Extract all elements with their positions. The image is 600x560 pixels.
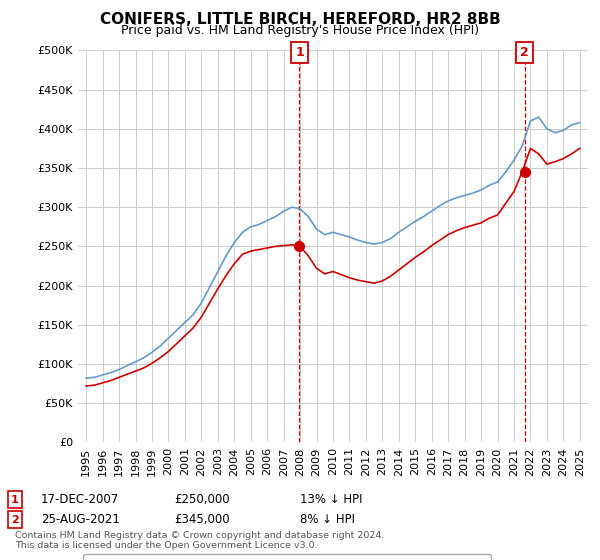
Text: £345,000: £345,000 [174,513,230,526]
Text: 25-AUG-2021: 25-AUG-2021 [41,513,119,526]
Text: Price paid vs. HM Land Registry's House Price Index (HPI): Price paid vs. HM Land Registry's House … [121,24,479,37]
Text: 1: 1 [295,46,304,59]
Text: 17-DEC-2007: 17-DEC-2007 [41,493,119,506]
Text: £250,000: £250,000 [174,493,230,506]
Text: 8% ↓ HPI: 8% ↓ HPI [300,513,355,526]
Legend: CONIFERS, LITTLE BIRCH, HEREFORD, HR2 8BB (detached house), HPI: Average price, : CONIFERS, LITTLE BIRCH, HEREFORD, HR2 8B… [83,554,491,560]
Text: CONIFERS, LITTLE BIRCH, HEREFORD, HR2 8BB: CONIFERS, LITTLE BIRCH, HEREFORD, HR2 8B… [100,12,500,27]
Text: 1: 1 [11,494,19,505]
Text: Contains HM Land Registry data © Crown copyright and database right 2024.
This d: Contains HM Land Registry data © Crown c… [15,530,385,550]
Text: 13% ↓ HPI: 13% ↓ HPI [300,493,362,506]
Text: 2: 2 [520,46,529,59]
Text: 2: 2 [11,515,19,525]
